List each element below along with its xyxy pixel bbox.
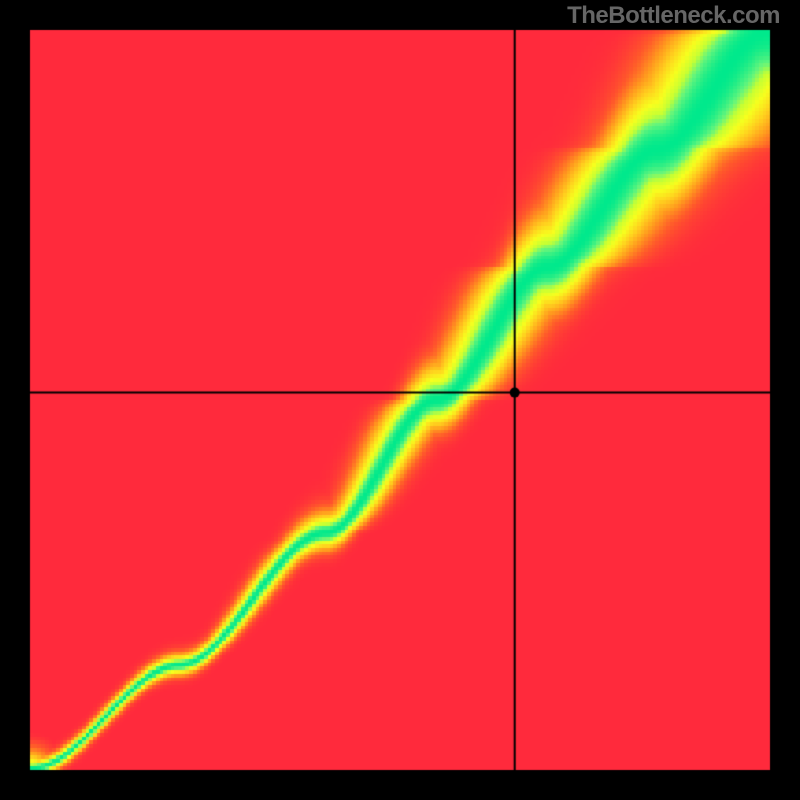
chart-container: TheBottleneck.com xyxy=(0,0,800,800)
heatmap-canvas xyxy=(0,0,800,800)
watermark-text: TheBottleneck.com xyxy=(567,2,780,30)
